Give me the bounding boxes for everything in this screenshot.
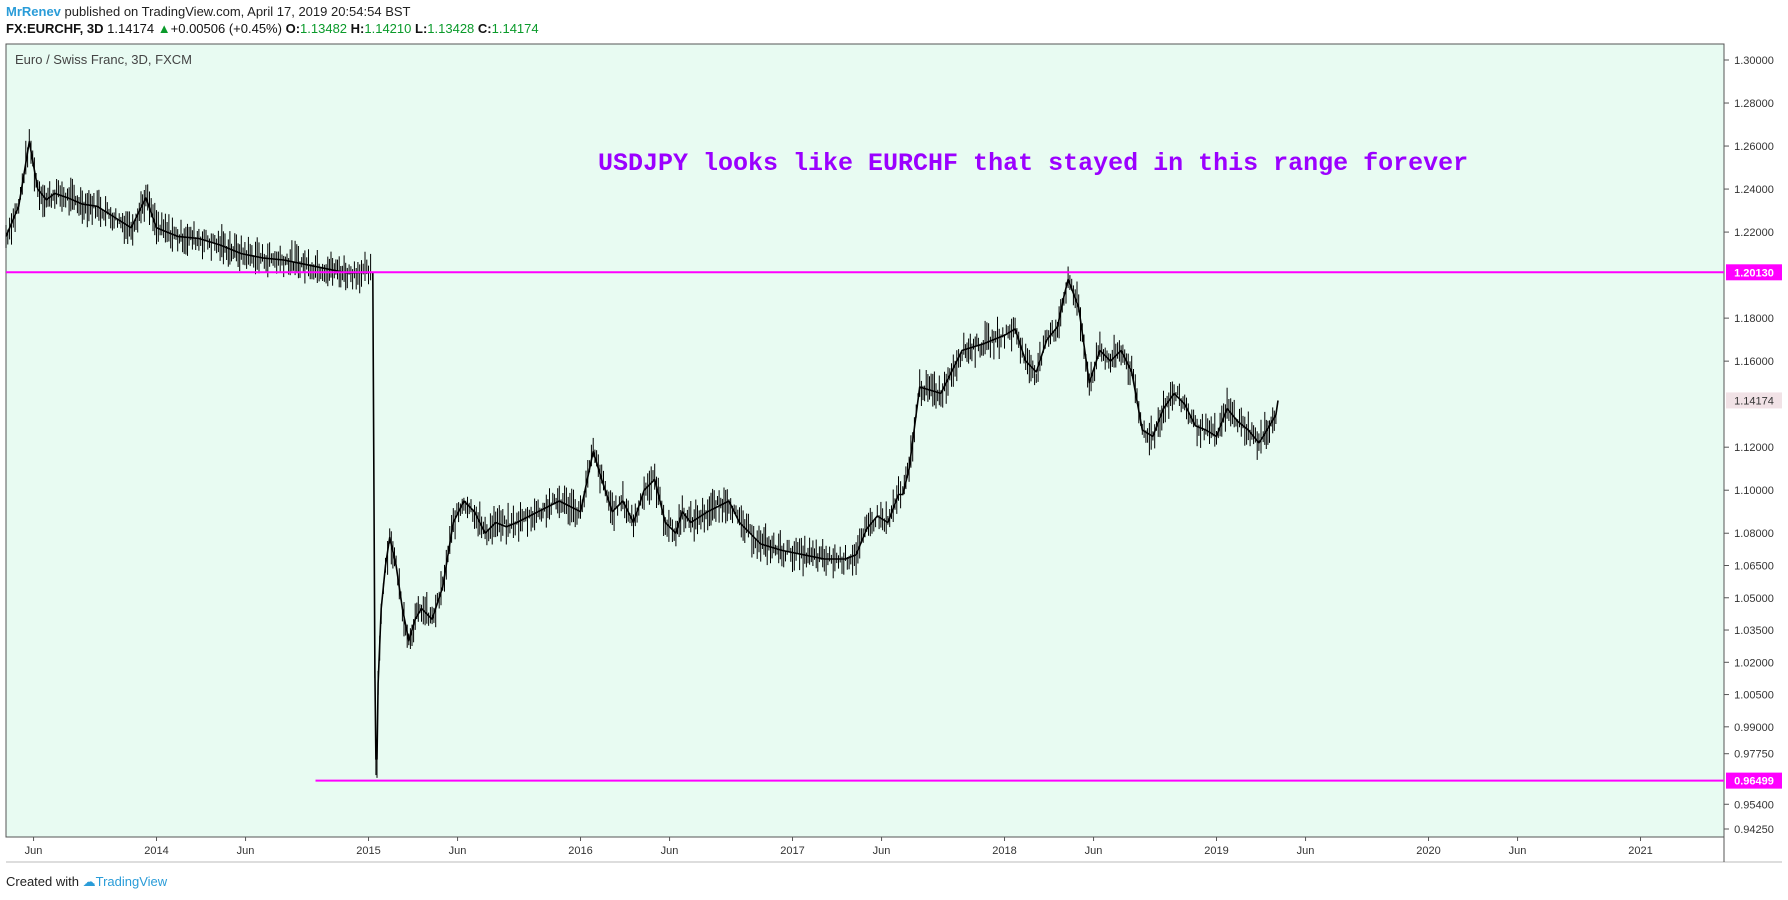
y-tick-label: 1.00500 [1734,690,1774,702]
y-tick-label: 1.03500 [1734,625,1774,637]
change-value: +0.00506 (+0.45%) [170,21,282,36]
x-tick-label: 2016 [568,845,592,857]
chart-annotation: USDJPY looks like EURCHF that stayed in … [598,149,1468,178]
close-value: 1.14174 [491,21,539,36]
y-tick-label: 1.18000 [1734,313,1774,325]
x-tick-label: Jun [237,845,255,857]
plot-area[interactable] [5,43,1725,838]
y-tick-label: 1.06500 [1734,560,1774,572]
price-axis: 1.30000 1.28000 1.26000 1.24000 1.22000 1.180… [1724,55,1782,836]
x-tick-label: 2019 [1204,845,1228,857]
open-value: 1.13482 [300,21,348,36]
x-tick-label: Jun [1085,845,1103,857]
x-tick-label: 2020 [1416,845,1440,857]
y-tick-label: 0.99000 [1734,722,1774,734]
horizontal-line-label: 1.20130 [1734,267,1774,279]
x-tick-label: Jun [25,845,43,857]
y-tick-label: 1.30000 [1734,55,1774,67]
y-tick-label: 1.05000 [1734,593,1774,605]
tradingview-link[interactable]: TradingView [95,874,168,889]
y-tick-label: 1.02000 [1734,657,1774,669]
published-text: published on TradingView.com, April 17, … [64,4,411,19]
y-tick-label: 1.16000 [1734,356,1774,368]
up-arrow-icon: ▲ [157,21,171,36]
y-tick-label: 1.24000 [1734,184,1774,196]
x-tick-label: Jun [1509,845,1527,857]
symbol-label: FX:EURCHF, 3D [6,21,104,36]
price-series [5,129,1279,778]
horizontal-line-label-box [1726,264,1782,281]
high-value: 1.14210 [364,21,412,36]
high-label: H: [350,21,365,36]
low-value: 1.13428 [427,21,475,36]
last-price-label: 1.14174 [1734,395,1774,407]
footer: Created with ☁TradingView [6,874,167,890]
y-tick-label: 0.97750 [1734,749,1774,761]
author-link[interactable]: MrRenev [6,4,61,19]
horizontal-lines: 1.20130 0.96499 [6,264,1782,789]
ohlc-line: FX:EURCHF, 3D 1.14174 ▲+0.00506 (+0.45%)… [6,21,539,37]
y-tick-label: 1.22000 [1734,227,1774,239]
x-tick-label: Jun [1297,845,1315,857]
last-price-label-box [1726,392,1782,409]
y-tick-label: 1.26000 [1734,141,1774,153]
y-tick-label: 0.95400 [1734,799,1774,811]
y-tick-label: 1.12000 [1734,442,1774,454]
y-tick-label: 0.94250 [1734,824,1774,836]
open-label: O: [285,21,301,36]
chart-title: Euro / Swiss Franc, 3D, FXCM [15,52,192,67]
x-tick-label: Jun [873,845,891,857]
x-tick-label: 2014 [144,845,168,857]
x-tick-label: 2018 [992,845,1016,857]
low-label: L: [415,21,428,36]
x-tick-label: 2021 [1628,845,1652,857]
horizontal-line-label: 0.96499 [1734,776,1774,788]
y-tick-label: 1.08000 [1734,528,1774,540]
horizontal-line-label-box [1726,772,1782,789]
x-tick-label: 2015 [356,845,380,857]
close-label: C: [477,21,492,36]
tradingview-logo-icon: ☁ [82,874,96,889]
y-tick-label: 1.10000 [1734,485,1774,497]
last-price: 1.14174 [107,21,155,36]
y-tick-label: 1.28000 [1734,98,1774,110]
x-tick-label: Jun [449,845,467,857]
published-line: MrRenev published on TradingView.com, Ap… [6,4,410,20]
time-axis: Jun 2014 Jun 2015 Jun 2016 Jun 2017 Jun 2018 Jun 20… [25,837,1653,857]
x-tick-label: Jun [661,845,679,857]
x-tick-label: 2017 [780,845,804,857]
created-with-text: Created with [6,874,79,889]
